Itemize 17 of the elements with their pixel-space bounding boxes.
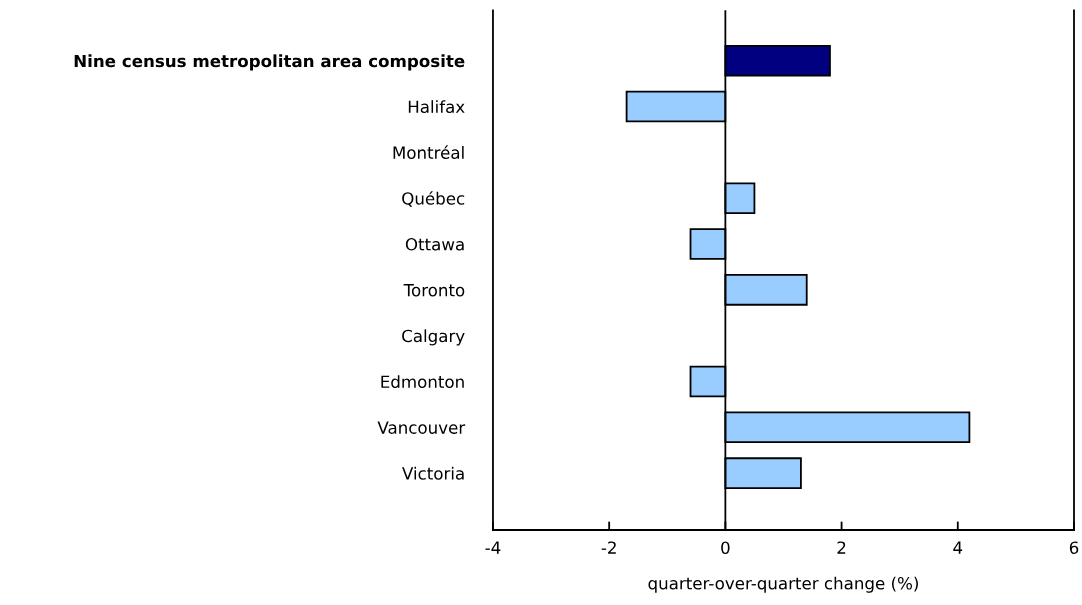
y-tick-label: Nine census metropolitan area composite <box>74 54 465 71</box>
x-tick-label: -2 <box>601 541 616 554</box>
y-tick-label: Toronto <box>403 284 465 297</box>
y-tick-label: Calgary <box>402 329 465 346</box>
y-tick-label: Québec <box>402 191 465 207</box>
y-tick-label: Ottawa <box>405 237 464 251</box>
y-tick-label: Halifax <box>408 100 465 114</box>
x-axis-title: quarter-over-quarter change (%) <box>648 576 918 593</box>
x-tick-label: -4 <box>485 541 501 554</box>
x-tick-label: 2 <box>837 541 846 554</box>
y-tick-label: Edmonton <box>381 375 464 389</box>
y-tick-label: Vancouver <box>377 421 466 434</box>
y-tick-label: Montréal <box>393 145 464 159</box>
x-tick-label: 4 <box>953 541 963 554</box>
y-tick-label: Victoria <box>402 466 464 480</box>
x-tick-label: 6 <box>1069 541 1079 554</box>
x-tick-label: 0 <box>721 541 730 554</box>
